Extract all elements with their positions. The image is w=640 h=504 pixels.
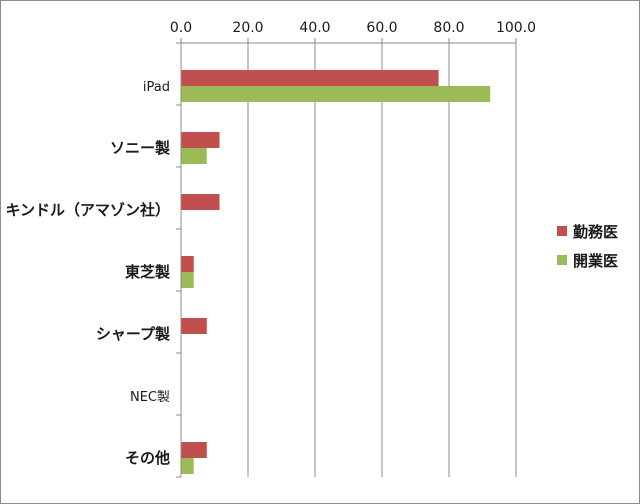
legend-swatch — [557, 226, 567, 236]
x-tick-label: 20.0 — [232, 20, 263, 36]
category-label: 東芝製 — [125, 263, 170, 281]
category-label: その他 — [125, 449, 170, 467]
bar-kinmui — [181, 256, 194, 272]
x-tick-label: 100.0 — [496, 20, 536, 36]
bar-kinmui — [181, 132, 220, 148]
legend-swatch — [557, 255, 567, 265]
category-label: NEC製 — [130, 390, 170, 405]
category-label: シャープ製 — [96, 325, 170, 343]
gridlines — [247, 43, 517, 477]
bar-kaigyoui — [181, 148, 207, 164]
category-label: ソニー製 — [110, 139, 170, 157]
x-tick-label: 80.0 — [433, 20, 464, 36]
category-label: キンドル（アマゾン社） — [5, 201, 170, 219]
bar-kaigyoui — [181, 272, 194, 288]
bar-kinmui — [181, 318, 207, 334]
x-tick-label: 0.0 — [170, 20, 192, 36]
legend-label: 勤務医 — [573, 223, 618, 241]
bars — [181, 70, 491, 474]
bar-kinmui — [181, 194, 220, 210]
bar-kaigyoui — [181, 86, 491, 102]
bar-kinmui — [181, 70, 439, 86]
labels: 0.0 20.0 40.0 60.0 80.0 100.0 iPad ソニー製キンドル（アマゾ… — [5, 20, 536, 467]
category-label: iPad — [143, 80, 170, 95]
bar-kinmui — [181, 442, 207, 458]
bar-kaigyoui — [181, 458, 194, 474]
x-tick-label: 40.0 — [299, 20, 330, 36]
legend-label: 開業医 — [573, 252, 618, 270]
axes — [176, 38, 517, 478]
x-tick-label: 60.0 — [366, 20, 397, 36]
